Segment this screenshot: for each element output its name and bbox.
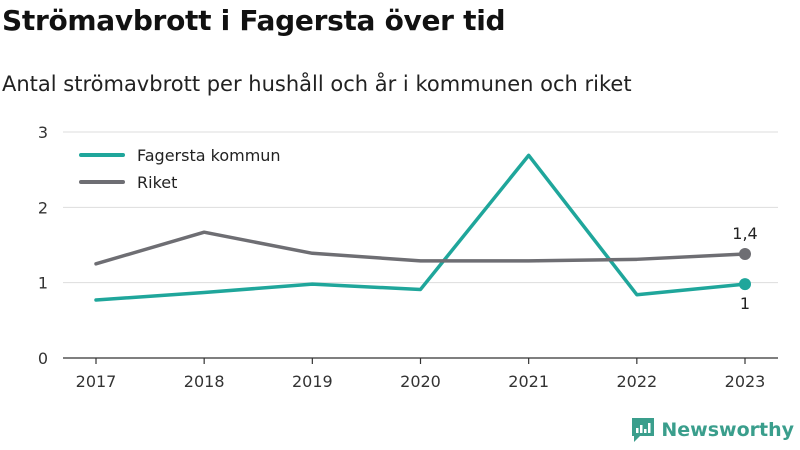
chart-subtitle: Antal strömavbrott per hushåll och år i … [2,72,632,96]
series-end-point [739,278,751,291]
newsworthy-logo-icon [632,418,655,442]
x-tick-label: 2019 [292,372,333,391]
legend-label: Riket [137,173,177,192]
series-line [94,230,747,266]
legend-label: Fagersta kommun [137,146,281,165]
brand-name: Newsworthy [661,419,794,441]
x-tick-label: 2021 [508,372,549,391]
series-end-label: 1 [740,294,750,313]
x-tick-label: 2020 [400,372,441,391]
series-line [94,153,747,302]
series-end-point [739,248,751,261]
series-end-label: 1,4 [732,224,757,243]
y-tick-label: 3 [38,123,48,142]
chart-title: Strömavbrott i Fagersta över tid [2,4,506,37]
y-tick-label: 0 [38,349,48,368]
x-tick-label: 2022 [616,372,657,391]
x-tick-label: 2017 [76,372,117,391]
y-tick-label: 1 [38,274,48,293]
y-tick-label: 2 [38,198,48,217]
x-tick-label: 2023 [725,372,766,391]
x-tick-label: 2018 [184,372,225,391]
brand-logo[interactable]: Newsworthy [631,416,794,444]
